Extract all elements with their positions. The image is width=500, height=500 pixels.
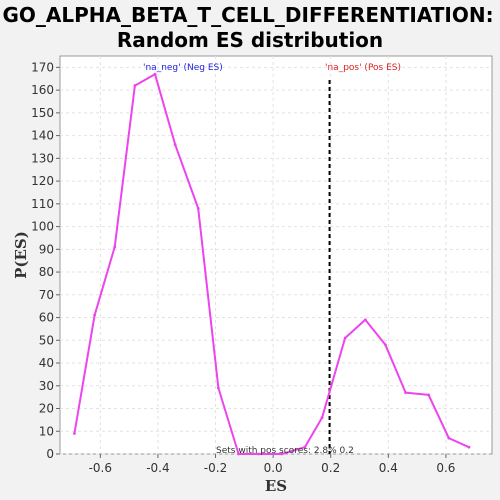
y-tick-label: 20: [39, 402, 54, 416]
data-point: [237, 452, 240, 456]
data-point: [257, 452, 261, 456]
y-axis: 0 10 20 30 40 50 60 70 80 90 100 110 120 130 140 150 160…: [31, 60, 60, 461]
y-tick-label: 40: [39, 356, 54, 370]
data-point: [447, 436, 451, 440]
neg-annotation: 'na_neg' (Neg ES): [143, 63, 223, 73]
x-axis-label: ES: [265, 477, 287, 495]
y-tick-label: 110: [31, 197, 54, 211]
y-tick-label: 10: [39, 424, 54, 438]
data-point: [217, 386, 220, 390]
y-tick-label: 70: [39, 288, 54, 302]
data-point: [133, 84, 137, 87]
y-axis-label: P(ES): [12, 231, 30, 279]
data-point: [427, 393, 431, 397]
y-tick-label: 100: [31, 220, 54, 234]
data-point: [73, 432, 76, 435]
pos-annotation: 'na_pos' (Pos ES): [325, 63, 401, 73]
x-tick-label: 0.4: [379, 461, 398, 475]
series-line: [73, 73, 470, 455]
data-point: [363, 318, 367, 322]
x-tick-label: -0.6: [89, 461, 112, 475]
data-point: [343, 336, 347, 340]
series-group: [73, 72, 471, 456]
y-tick-label: 160: [31, 83, 54, 97]
data-point: [93, 313, 96, 317]
y-tick-label: 30: [39, 379, 54, 393]
data-point: [196, 206, 200, 210]
x-tick-label: 0.6: [436, 461, 455, 475]
y-tick-label: 50: [39, 333, 54, 347]
y-tick-label: 150: [31, 106, 54, 120]
data-point: [404, 391, 407, 394]
y-tick-label: 0: [46, 447, 54, 461]
y-tick-label: 140: [31, 129, 54, 143]
data-point: [303, 445, 307, 449]
chart-subtitle: Random ES distribution: [117, 28, 383, 52]
data-point: [153, 72, 157, 76]
chart-title: GO_ALPHA_BETA_T_CELL_DIFFERENTIATION:: [2, 3, 493, 27]
x-tick-label: -0.4: [146, 461, 169, 475]
data-point: [280, 452, 284, 456]
data-point: [113, 245, 117, 249]
pos-scores-annotation: Sets with pos scores: 2.8% 0.2: [216, 446, 354, 456]
data-point: [467, 445, 471, 449]
x-tick-label: -0.2: [204, 461, 227, 475]
data-point: [173, 143, 177, 147]
plot-area: [59, 55, 493, 455]
y-tick-label: 60: [39, 311, 54, 325]
y-tick-label: 120: [31, 174, 54, 188]
x-tick-label: 0.0: [264, 461, 283, 475]
grid-lines: [60, 56, 492, 455]
y-tick-label: 90: [39, 242, 54, 256]
data-point: [384, 343, 387, 347]
x-tick-label: 0.2: [321, 461, 340, 475]
y-tick-label: 80: [39, 265, 54, 279]
y-tick-label: 130: [31, 151, 54, 165]
data-point: [320, 416, 324, 420]
y-tick-label: 170: [31, 60, 54, 74]
x-axis: -0.6 -0.4 -0.2 0.0 0.2 0.4 0.6: [89, 454, 455, 475]
